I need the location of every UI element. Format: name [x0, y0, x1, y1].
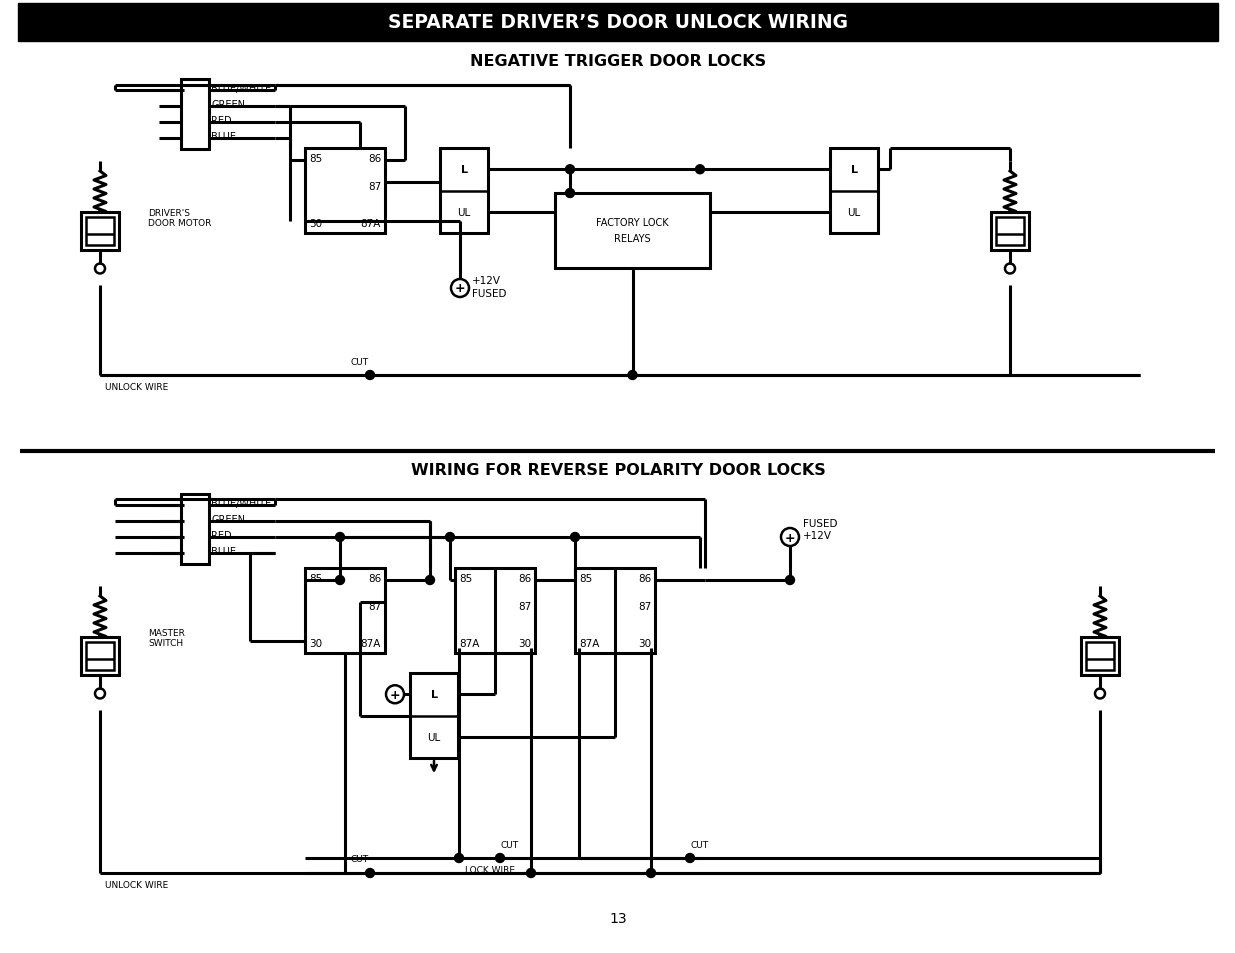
Text: 87: 87 — [517, 601, 531, 612]
Text: RELAYS: RELAYS — [614, 233, 651, 243]
Text: +12V: +12V — [803, 531, 832, 540]
Circle shape — [446, 533, 454, 542]
Circle shape — [454, 854, 463, 862]
Bar — [410, 673, 458, 759]
Text: 87: 87 — [637, 601, 651, 612]
Text: 85: 85 — [309, 574, 322, 583]
Text: SWITCH: SWITCH — [148, 639, 183, 648]
Bar — [1086, 641, 1114, 670]
Text: 13: 13 — [609, 911, 627, 925]
Bar — [1081, 637, 1119, 675]
Text: 87: 87 — [368, 601, 382, 612]
Text: 30: 30 — [309, 639, 322, 648]
Text: GREEN: GREEN — [211, 100, 245, 110]
Circle shape — [785, 576, 794, 585]
Text: 87: 87 — [368, 182, 382, 193]
Text: 86: 86 — [368, 153, 382, 164]
Circle shape — [566, 190, 574, 198]
Circle shape — [495, 854, 505, 862]
Text: 86: 86 — [637, 574, 651, 583]
Text: DRIVER'S: DRIVER'S — [148, 210, 190, 218]
Bar — [830, 149, 878, 233]
Circle shape — [366, 371, 374, 380]
Circle shape — [685, 854, 694, 862]
Circle shape — [695, 166, 704, 174]
Text: +12V: +12V — [472, 275, 501, 286]
Text: BLUE: BLUE — [211, 132, 236, 142]
Bar — [182, 80, 209, 150]
Text: UNLOCK WIRE: UNLOCK WIRE — [105, 881, 168, 889]
Text: 30: 30 — [309, 219, 322, 229]
Text: MASTER: MASTER — [148, 629, 185, 638]
Bar — [19, 4, 1218, 42]
Bar — [995, 217, 1024, 245]
Bar — [990, 213, 1029, 251]
Text: 86: 86 — [517, 574, 531, 583]
Bar — [82, 637, 119, 675]
Circle shape — [366, 868, 374, 878]
Text: 87A: 87A — [459, 639, 479, 648]
Text: +: + — [390, 688, 400, 701]
Text: CUT: CUT — [351, 854, 369, 863]
Text: DOOR MOTOR: DOOR MOTOR — [148, 219, 211, 229]
Bar — [86, 641, 114, 670]
Circle shape — [571, 533, 579, 542]
Text: 86: 86 — [368, 574, 382, 583]
Text: NEGATIVE TRIGGER DOOR LOCKS: NEGATIVE TRIGGER DOOR LOCKS — [471, 53, 766, 69]
Bar — [576, 568, 655, 654]
Text: L: L — [851, 165, 857, 175]
Text: FACTORY LOCK: FACTORY LOCK — [597, 218, 669, 229]
Text: 85: 85 — [579, 574, 593, 583]
Bar — [82, 213, 119, 251]
Text: 87A: 87A — [361, 219, 382, 229]
Text: +: + — [784, 531, 795, 544]
Text: 87A: 87A — [579, 639, 599, 648]
Text: UL: UL — [847, 208, 861, 217]
Text: CUT: CUT — [501, 841, 519, 849]
Text: FUSED: FUSED — [803, 518, 837, 529]
Bar — [305, 149, 385, 233]
Text: UL: UL — [427, 732, 441, 742]
Text: 30: 30 — [637, 639, 651, 648]
Circle shape — [629, 371, 637, 380]
Text: GREEN: GREEN — [211, 515, 245, 524]
Bar — [182, 495, 209, 564]
Text: RED: RED — [211, 116, 232, 126]
Text: FUSED: FUSED — [472, 289, 506, 298]
Text: BLUE/WHITE: BLUE/WHITE — [211, 498, 272, 509]
Text: 30: 30 — [517, 639, 531, 648]
Circle shape — [526, 868, 536, 878]
Circle shape — [336, 533, 345, 542]
Circle shape — [336, 576, 345, 585]
Text: 87A: 87A — [361, 639, 382, 648]
Bar — [454, 568, 535, 654]
Bar — [440, 149, 488, 233]
Text: CUT: CUT — [351, 357, 369, 367]
Text: LOCK WIRE: LOCK WIRE — [466, 865, 515, 875]
Text: SEPARATE DRIVER’S DOOR UNLOCK WIRING: SEPARATE DRIVER’S DOOR UNLOCK WIRING — [388, 13, 848, 32]
Text: 85: 85 — [459, 574, 472, 583]
Text: UL: UL — [457, 208, 471, 217]
Text: BLUE: BLUE — [211, 546, 236, 557]
Text: +: + — [454, 282, 466, 295]
Circle shape — [646, 868, 656, 878]
Text: CUT: CUT — [690, 841, 709, 849]
Text: 85: 85 — [309, 153, 322, 164]
Text: L: L — [461, 165, 468, 175]
Text: UNLOCK WIRE: UNLOCK WIRE — [105, 383, 168, 392]
Circle shape — [566, 166, 574, 174]
Text: RED: RED — [211, 531, 232, 540]
Bar — [555, 193, 710, 269]
Circle shape — [426, 576, 435, 585]
Bar — [305, 568, 385, 654]
Text: L: L — [431, 690, 437, 700]
Bar — [86, 217, 114, 245]
Text: WIRING FOR REVERSE POLARITY DOOR LOCKS: WIRING FOR REVERSE POLARITY DOOR LOCKS — [410, 463, 825, 478]
Text: BLUE/WHITE: BLUE/WHITE — [211, 84, 272, 94]
